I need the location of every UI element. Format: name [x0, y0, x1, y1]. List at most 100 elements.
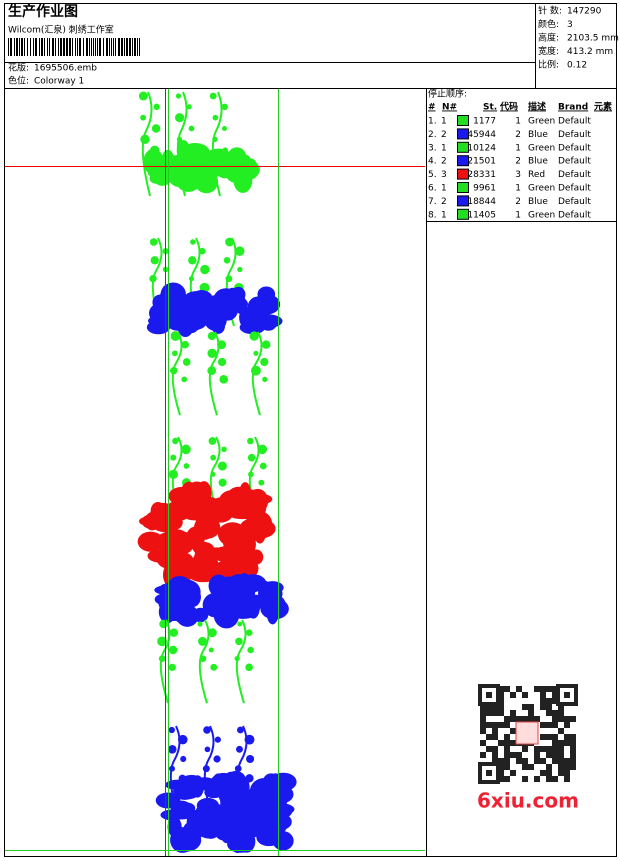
info-label: 高度:: [538, 32, 559, 44]
row-code: 3: [515, 170, 521, 180]
leaf: [236, 745, 243, 753]
bar: [118, 38, 120, 56]
motif: [205, 547, 228, 559]
info-label: 针 数:: [538, 5, 562, 17]
qr-cell: [552, 692, 558, 698]
barcode: [8, 38, 140, 56]
leaf: [202, 765, 210, 773]
motif: [187, 147, 208, 163]
leaf: [210, 471, 216, 477]
qr-cell: [510, 716, 516, 722]
qr-cell: [558, 770, 564, 776]
qr-cell: [516, 752, 522, 758]
motif: [164, 779, 193, 791]
row-stitches: 28331: [467, 170, 496, 180]
qr-cell: [528, 710, 534, 716]
row-stitches: 11405: [467, 210, 496, 220]
qr-cell: [546, 710, 552, 716]
motif: [212, 582, 226, 603]
row-code: 2: [515, 157, 521, 167]
qr-cell: [510, 740, 516, 746]
leaf: [158, 655, 166, 663]
bar: [39, 38, 40, 56]
qr-cell: [558, 710, 564, 716]
qr-cell: [504, 764, 510, 770]
bar: [27, 38, 28, 56]
motif: [154, 592, 182, 606]
qr-cell: [540, 770, 546, 776]
qr-finder-center: [564, 692, 570, 698]
leaf: [153, 103, 160, 110]
motif: [252, 293, 281, 315]
stem: [198, 619, 210, 704]
qr-cell: [552, 716, 558, 722]
leaf: [188, 276, 195, 282]
motif: [144, 148, 163, 175]
qr-cell: [510, 710, 516, 716]
leaf: [214, 736, 221, 743]
row-stitches: 21501: [467, 157, 496, 167]
bar: [10, 38, 12, 56]
bar: [52, 38, 54, 56]
row-description: Blue: [528, 197, 548, 207]
row-description: Green: [528, 143, 555, 153]
leaf: [212, 136, 218, 143]
row-brand: Default: [558, 197, 591, 207]
row-brand: Default: [558, 157, 591, 167]
qr-cell: [546, 776, 552, 782]
qr-cell: [492, 722, 498, 728]
leaf: [190, 239, 196, 245]
motif: [188, 301, 203, 322]
bar: [99, 38, 101, 56]
leaf: [199, 655, 207, 662]
design-label: 花版:: [8, 62, 29, 74]
qr-cell: [534, 752, 540, 758]
bar: [21, 38, 23, 56]
qr-cell: [534, 686, 540, 692]
bar: [47, 38, 48, 56]
qr-cell: [546, 764, 552, 770]
leaf: [180, 755, 187, 763]
color-swatch: [457, 195, 469, 207]
column-header: 描述: [528, 101, 546, 113]
qr-cell: [570, 746, 576, 752]
qr-cell: [522, 692, 528, 698]
qr-cell: [498, 686, 504, 692]
bar: [33, 38, 34, 56]
qr-cell: [522, 704, 528, 710]
leaf: [200, 264, 210, 275]
qr-cell: [480, 752, 486, 758]
leaf: [207, 628, 217, 638]
qr-cell: [486, 746, 492, 752]
bar: [44, 38, 45, 56]
qr-cell: [564, 776, 570, 782]
leaf: [218, 478, 227, 487]
motif: [209, 772, 238, 798]
qr-cell: [546, 752, 552, 758]
leaf: [149, 238, 158, 246]
row-stitches: 10124: [467, 143, 496, 153]
qr-cell: [498, 692, 504, 698]
qr-cell: [534, 776, 540, 782]
qr-cell: [504, 776, 510, 782]
stem: [251, 331, 263, 416]
leaf: [176, 136, 183, 142]
leaf: [244, 734, 255, 745]
qr-cell: [498, 722, 504, 728]
bar: [106, 38, 108, 56]
qr-cell: [564, 716, 570, 722]
leaf: [225, 237, 234, 247]
qr-cell: [570, 740, 576, 746]
motif: [274, 785, 294, 803]
leaf: [183, 463, 190, 469]
watermark: 6xiu.com: [477, 789, 579, 813]
row-index: 6.: [428, 184, 437, 194]
motif: [186, 171, 207, 184]
row-code: 1: [515, 184, 521, 194]
row-brand: Default: [558, 210, 591, 220]
motif: [241, 309, 266, 330]
info-value: 3: [567, 20, 573, 30]
bar: [124, 38, 125, 56]
bar: [129, 38, 131, 56]
qr-cell: [552, 734, 558, 740]
